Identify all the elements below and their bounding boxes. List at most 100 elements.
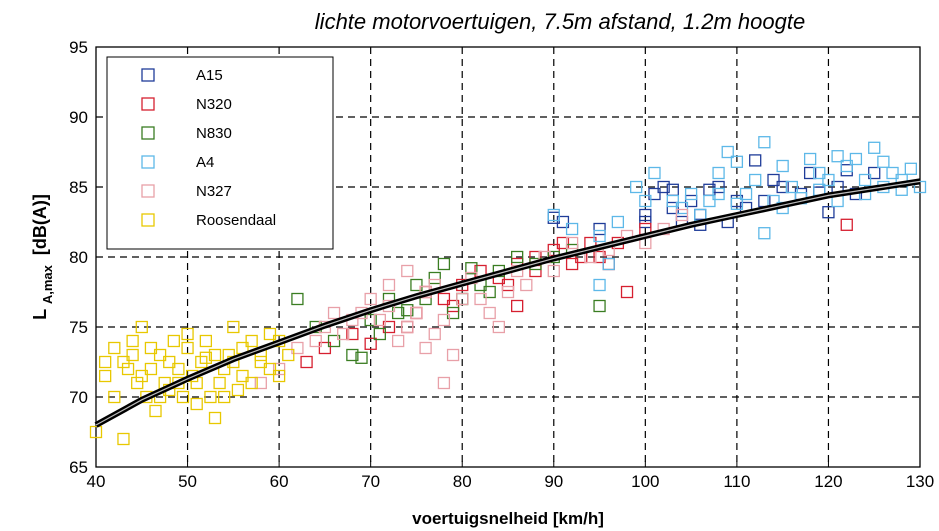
legend-marker [141,126,155,140]
data-point [666,194,679,208]
data-point [176,390,190,404]
data-point [167,334,180,348]
data-point [721,145,734,159]
legend-marker [141,155,155,169]
data-point [254,355,267,369]
data-point [437,292,451,306]
y-axis-label-main: L [30,309,50,320]
data-point [639,194,652,208]
data-point [630,180,643,194]
y-tick-label: 95 [69,38,88,57]
data-point [657,180,670,194]
data-point [327,306,341,320]
fit-curve [94,178,921,428]
legend-marker [141,68,155,82]
data-point [803,152,817,166]
data-point [822,206,835,219]
data-point [373,313,386,327]
data-point [355,351,368,364]
x-axis-ticks: 40 50 60 70 80 90 100 110 120 130 [87,461,934,491]
data-point [712,180,725,194]
data-point [675,208,689,222]
data-point [602,257,615,271]
data-point [593,299,606,313]
data-point [410,278,423,292]
x-tick-label: 100 [631,472,659,491]
data-point [382,278,396,292]
x-tick-label: 50 [178,472,197,491]
legend-marker [141,213,155,227]
data-point [785,180,798,194]
data-point [712,187,725,201]
legend-label: A4 [196,154,214,171]
fit-curve-line [95,180,921,426]
data-point [565,236,579,250]
data-point [776,180,789,194]
data-point [231,383,245,397]
data-point [121,362,135,376]
y-tick-label: 70 [69,388,88,407]
data-point [611,215,625,229]
y-axis-label-sub: A,max [40,264,55,304]
legend-label: N320 [196,96,232,113]
data-point [556,236,570,250]
data-point [346,348,359,362]
data-point [245,334,258,348]
legend-marker [141,97,155,111]
data-point [195,355,208,369]
data-point [868,166,881,180]
data-point [511,250,524,264]
data-point [675,201,689,215]
data-point [520,278,533,292]
data-point [126,334,139,348]
data-point [730,155,744,168]
data-point [739,187,753,201]
data-point [401,264,414,278]
data-point [135,320,148,334]
legend-marker [141,184,155,198]
x-tick-label: 70 [361,472,380,491]
data-point [428,327,441,341]
data-point [483,306,496,320]
data-point [144,341,158,355]
legend-label: N327 [196,183,232,200]
x-tick-label: 80 [453,472,472,491]
x-tick-label: 60 [270,472,289,491]
data-point [501,278,515,292]
data-point [904,162,917,175]
data-point [291,292,304,306]
x-tick-label: 120 [814,472,842,491]
data-point [593,250,606,264]
data-point [437,257,451,271]
data-point [813,166,826,180]
data-point [639,215,652,229]
data-point [730,197,744,210]
y-tick-label: 80 [69,248,88,267]
data-point [712,166,725,180]
data-point [346,327,359,341]
data-point [648,187,661,201]
data-point [364,313,377,327]
y-tick-label: 85 [69,178,88,197]
data-point [886,166,899,180]
legend-label: N830 [196,125,232,142]
data-point [639,208,652,222]
data-point [364,337,377,350]
data-point [840,159,853,173]
data-point [172,362,185,376]
data-point [547,264,560,278]
x-tick-label: 110 [723,472,750,491]
data-point [254,376,267,390]
data-point [391,306,405,320]
data-point [401,320,414,334]
data-point [840,218,853,231]
data-point [263,327,277,341]
x-tick-label: 90 [544,472,563,491]
y-axis-label-unit: [dB(A)] [30,194,50,255]
data-point [684,194,698,208]
data-point [245,376,258,390]
data-point [364,292,377,306]
y-tick-label: 90 [69,108,88,127]
data-point [263,362,277,376]
